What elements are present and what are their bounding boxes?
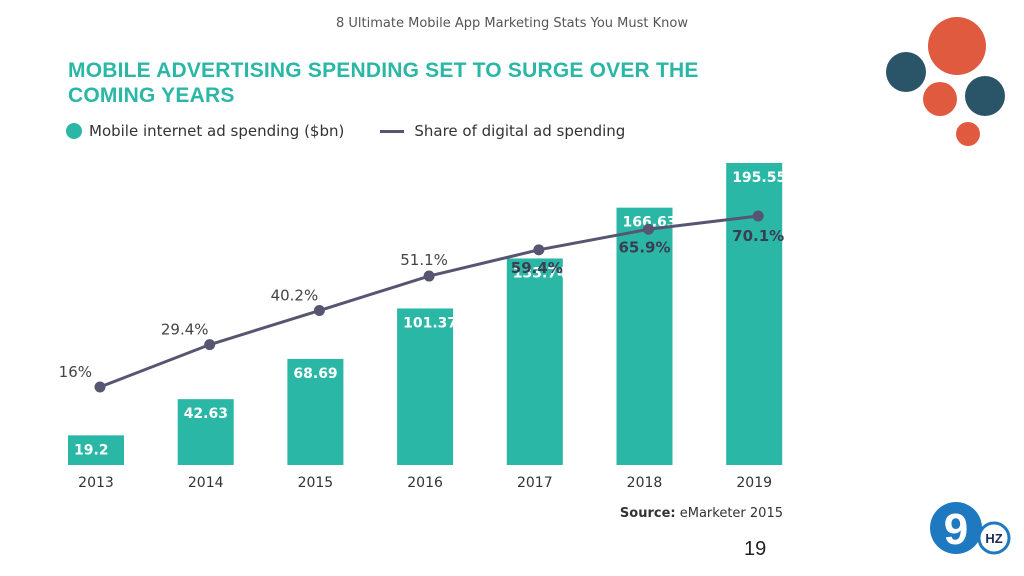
x-tick-2018: 2018 bbox=[627, 475, 663, 491]
legend-line-swatch bbox=[380, 129, 405, 133]
bar-2019 bbox=[726, 163, 783, 465]
slide-header: 8 Ultimate Mobile App Marketing Stats Yo… bbox=[336, 16, 688, 31]
logo-nine-glyph: 9 bbox=[944, 505, 968, 554]
x-tick-2014: 2014 bbox=[188, 475, 224, 491]
source-text: eMarketer 2015 bbox=[679, 506, 783, 521]
logo-circle bbox=[930, 502, 982, 554]
line-value-label-2017: 59.4% bbox=[511, 259, 563, 277]
line-value-label-2016: 51.1% bbox=[400, 251, 448, 269]
line-value-label-2014: 29.4% bbox=[161, 321, 209, 339]
bar-2013 bbox=[68, 435, 124, 465]
legend-bar-label: Mobile internet ad spending ($bn) bbox=[89, 122, 345, 140]
bar-value-label-2017: 133.74 bbox=[513, 265, 567, 281]
bar-2017 bbox=[506, 258, 563, 465]
bar-2016 bbox=[397, 308, 454, 465]
line-point-2015 bbox=[313, 305, 325, 317]
logo-badge bbox=[977, 521, 1011, 555]
chart-title: MOBILE ADVERTISING SPENDING SET TO SURGE… bbox=[68, 59, 699, 107]
line-value-label-2013: 16% bbox=[59, 363, 92, 381]
chart-legend: Mobile internet ad spending ($bn) Share … bbox=[66, 122, 625, 140]
bar-value-label-2013: 19.2 bbox=[74, 442, 109, 458]
bar-value-label-2016: 101.37 bbox=[403, 315, 457, 331]
source-label: Source: bbox=[619, 506, 676, 521]
company-logo: 9 HZ bbox=[930, 502, 1011, 555]
line-point-2014 bbox=[204, 339, 216, 351]
line-point-2017 bbox=[533, 244, 545, 256]
line-point-2018 bbox=[643, 223, 654, 235]
legend-line-label: Share of digital ad spending bbox=[414, 122, 626, 140]
line-point-2016 bbox=[423, 270, 435, 282]
x-tick-2017: 2017 bbox=[517, 475, 553, 491]
x-tick-2013: 2013 bbox=[78, 475, 114, 491]
x-tick-2015: 2015 bbox=[298, 475, 334, 491]
logo-badge-text: HZ bbox=[985, 531, 1002, 546]
bar-value-label-2019: 195.55 bbox=[732, 170, 786, 186]
line-point-2013 bbox=[94, 381, 106, 393]
line-value-label-2019: 70.1% bbox=[732, 227, 784, 245]
legend-bar-swatch bbox=[66, 123, 82, 139]
x-tick-2019: 2019 bbox=[736, 475, 772, 491]
bar-2015 bbox=[287, 358, 344, 465]
line-value-label-2015: 40.2% bbox=[271, 287, 319, 305]
x-tick-2016: 2016 bbox=[407, 475, 443, 491]
page-number: 19 bbox=[744, 538, 767, 560]
line-value-label-2018: 65.9% bbox=[618, 238, 670, 256]
chart-source: Source: eMarketer 2015 bbox=[620, 506, 783, 521]
line-point-2019 bbox=[752, 210, 764, 222]
bar-2014 bbox=[177, 399, 234, 465]
bar-value-label-2015: 68.69 bbox=[293, 366, 337, 382]
bar-2018 bbox=[616, 207, 673, 465]
bar-value-label-2014: 42.63 bbox=[184, 406, 228, 422]
